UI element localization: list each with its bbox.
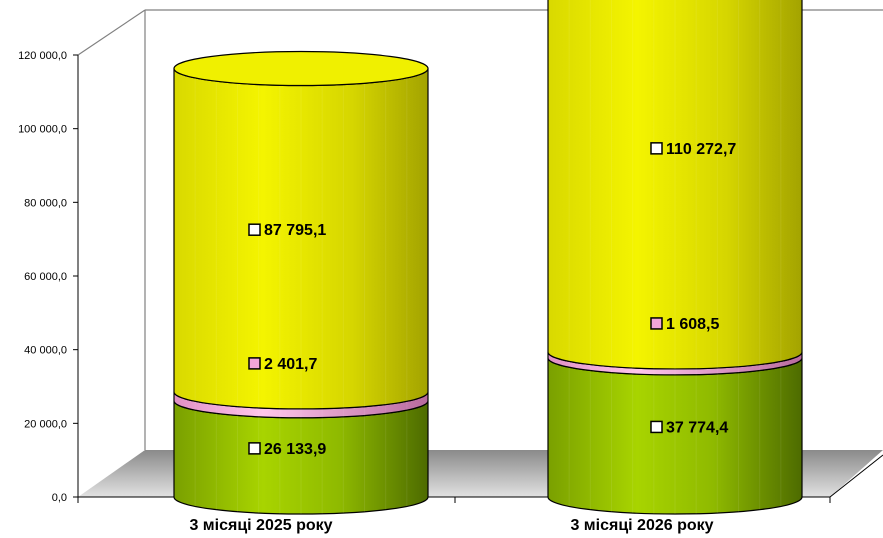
data-label-marker [650, 317, 663, 330]
y-axis: 0,0 20 000,0 40 000,0 60 000,0 80 000,0 100 0… [18, 50, 79, 504]
data-label-marker [650, 142, 663, 155]
floor-right-edge [829, 454, 883, 498]
category-label: 3 місяці 2025 року [189, 517, 332, 534]
data-label-marker [248, 442, 261, 455]
data-label: 37 774,4 [666, 419, 728, 436]
y-tick-label: 20 000,0 [24, 418, 67, 430]
data-label: 87 795,1 [264, 222, 326, 239]
y-tick-label: 0,0 [52, 492, 67, 504]
y-tick-label: 60 000,0 [24, 271, 67, 283]
bar-segment [547, 0, 803, 370]
data-label: 1 608,5 [666, 316, 719, 333]
x-axis: 3 місяці 2025 року 3 місяці 2026 року [77, 497, 831, 534]
y-tick-label: 120 000,0 [18, 50, 67, 62]
side-wall-top-edge [77, 9, 146, 56]
data-label-marker [248, 223, 261, 236]
y-tick-label: 80 000,0 [24, 197, 67, 209]
data-labels: 26 133,9 2 401,7 87 795,1 37 774,4 1 608,5 11… [248, 141, 736, 458]
bars [173, 0, 803, 515]
category-label: 3 місяці 2026 року [570, 517, 713, 534]
data-label-marker [248, 357, 261, 370]
data-label: 2 401,7 [264, 356, 317, 373]
bar-top [173, 50, 429, 87]
data-label: 110 272,7 [666, 141, 736, 158]
cylinder [173, 50, 429, 515]
data-label: 26 133,9 [264, 441, 326, 458]
data-label-marker [650, 420, 663, 434]
y-tick-label: 100 000,0 [18, 124, 67, 136]
y-tick-label: 40 000,0 [24, 345, 67, 357]
cylinder [547, 0, 803, 515]
